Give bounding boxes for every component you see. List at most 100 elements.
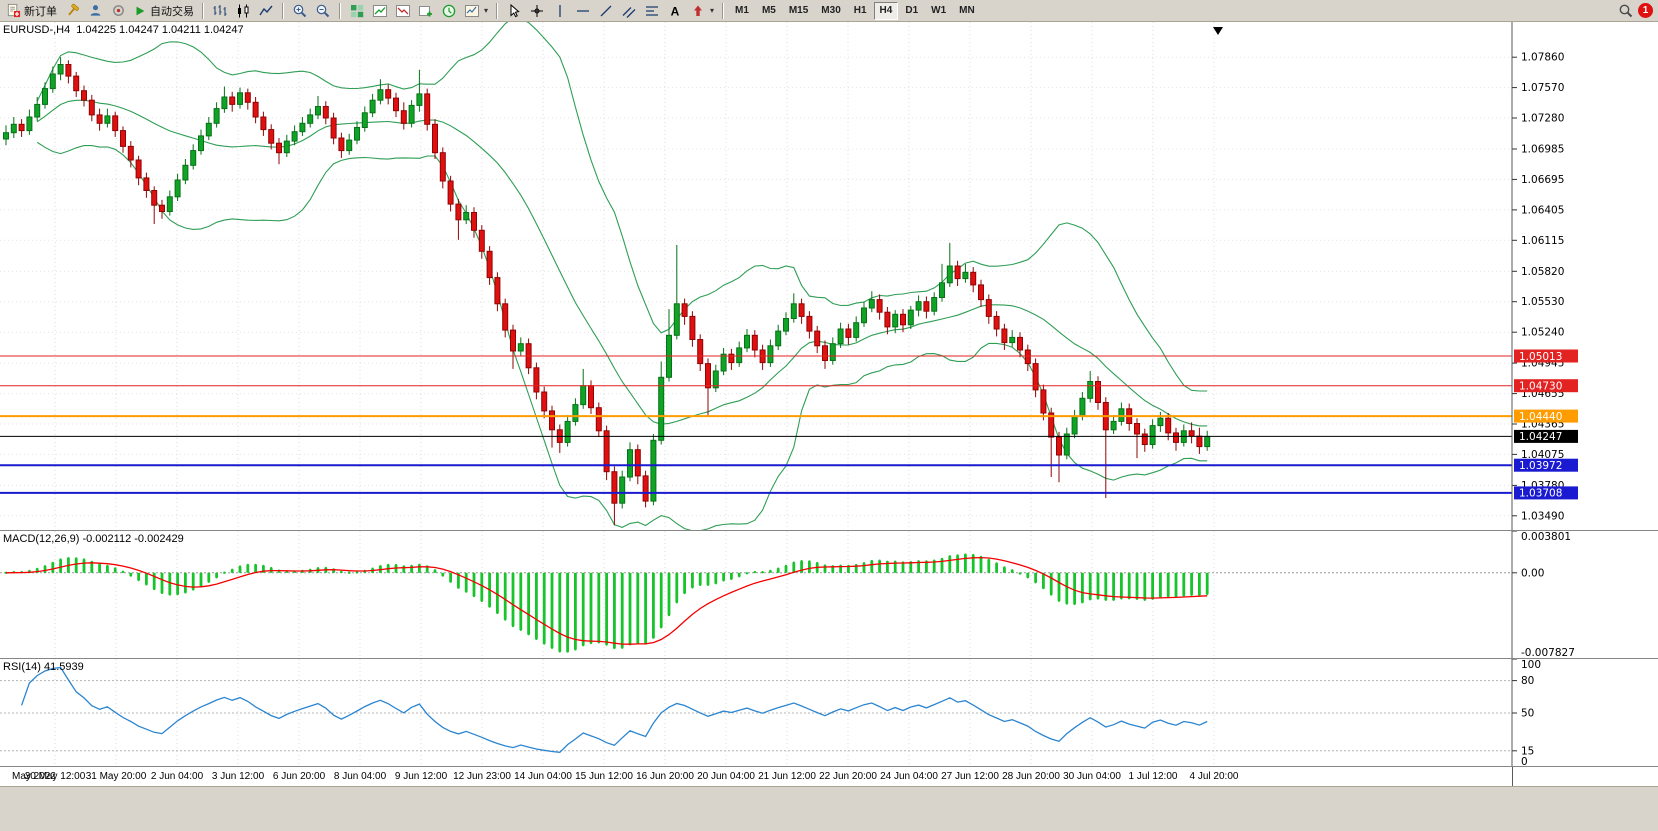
svg-text:1.06985: 1.06985 [1521,144,1564,156]
time-axis-label: 30 Jun 04:00 [1063,771,1121,782]
svg-text:80: 80 [1521,675,1534,687]
time-axis-label: 4 Jul 20:00 [1189,771,1239,782]
main-chart-canvas[interactable]: 1.07860 1.07570 1.07280 1.06985 1.06695 1.064… [0,17,1658,532]
svg-text:100: 100 [1521,659,1541,671]
timeframe-m1-button[interactable]: M1 [729,2,755,20]
zoom-out-icon [316,4,330,17]
timeframe-group: M1 M5 M15 M30 H1 H4 D1 W1 MN [729,1,981,20]
timeframe-m30-button[interactable]: M30 [815,2,846,20]
time-axis-label: 30 May 12:00 [24,771,86,782]
templates-icon [465,4,479,17]
svg-text:0: 0 [1521,756,1528,767]
record-button[interactable] [107,1,129,21]
timeframe-m5-button[interactable]: M5 [756,2,782,20]
vertical-line-button[interactable] [549,1,571,21]
trendline-button[interactable] [595,1,617,21]
cursor-button[interactable] [503,1,525,21]
fibonacci-button[interactable] [641,1,663,21]
timeframe-m15-button[interactable]: M15 [783,2,814,20]
time-axis-label: 2 Jun 04:00 [150,771,204,782]
time-axis[interactable]: May 2022 30 May 12:00 31 May 20:00 2 Jun 04… [0,766,1658,786]
record-icon [112,5,124,16]
chart-ohlc-header: EURUSD-,H4 1.04225 1.04247 1.04211 1.0424… [3,24,250,36]
chevron-down-icon: ▾ [710,6,715,15]
fibonacci-icon [646,5,659,16]
rsi-panel[interactable]: 100 80 50 15 0 RSI(14) 41.5939 [0,658,1658,768]
macd-panel[interactable]: 0.003801 0.00 -0.007827 MACD(12,26,9) -0.0… [0,530,1658,660]
text-icon: A [671,4,680,18]
time-axis-label: 20 Jun 04:00 [697,771,755,782]
new-order-button[interactable]: 新订单 [3,1,60,21]
svg-text:1.04247: 1.04247 [1519,431,1562,443]
timeframe-mn-button[interactable]: MN [953,2,981,20]
ohlc-values: 1.04225 1.04247 1.04211 1.04247 [76,24,244,36]
bollinger-bands [36,17,1208,532]
svg-text:15: 15 [1521,745,1534,757]
candlestick-chart-button[interactable] [232,1,254,21]
period-button[interactable] [438,1,460,21]
add-indicator-button[interactable] [415,1,437,21]
new-order-label: 新订单 [24,5,57,18]
svg-text:1.05530: 1.05530 [1521,296,1564,308]
timeframe-w1-button[interactable]: W1 [925,2,952,20]
candles [3,57,1211,526]
indicators-button[interactable] [369,1,391,21]
rsi-canvas[interactable]: 100 80 50 15 0 [0,658,1658,768]
zoom-in-button[interactable] [289,1,311,21]
cursor-icon [510,3,520,17]
time-axis-label: 16 Jun 20:00 [636,771,694,782]
toolbar-separator [339,2,341,19]
svg-text:50: 50 [1521,708,1534,720]
profile-button[interactable] [84,1,106,21]
macd-label: MACD(12,26,9) -0.002112 -0.002429 [3,533,184,545]
rsi-level-lines [0,680,1512,752]
text-button[interactable]: A [664,1,686,21]
main-chart-panel[interactable]: 1.07860 1.07570 1.07280 1.06985 1.06695 1.064… [0,17,1658,532]
autotrade-play-icon [136,6,145,15]
macd-axis-labels: 0.003801 0.00 -0.007827 [1512,530,1575,660]
channel-button[interactable] [618,1,640,21]
rsi-svg: 100 80 50 150 [0,658,1658,768]
svg-text:1.06115: 1.06115 [1521,235,1564,247]
hammer-icon [67,3,79,16]
svg-text:A: A [671,4,680,18]
arrows-button[interactable]: ▾ [687,1,717,21]
time-axis-label: 31 May 20:00 [85,771,147,782]
timeframe-h4-button[interactable]: H4 [873,1,899,20]
time-axis-label: 6 Jun 20:00 [272,771,326,782]
time-axis-label: 15 Jun 12:00 [575,771,633,782]
time-gridlines [54,22,1215,530]
vertical-line-icon [559,4,561,17]
price-gridlines [0,56,1512,517]
zoom-out-button[interactable] [312,1,334,21]
tile-windows-button[interactable] [346,1,368,21]
macd-canvas[interactable]: 0.003801 0.00 -0.007827 [0,530,1658,660]
horizontal-level-lines[interactable] [0,355,1512,494]
objects-list-button[interactable] [392,1,414,21]
toolbar-separator [722,2,725,19]
tile-windows-icon [351,4,364,17]
time-axis-label: 9 Jun 12:00 [394,771,448,782]
objects-list-icon [396,4,410,17]
svg-text:1.06695: 1.06695 [1521,174,1564,186]
horizontal-line-button[interactable] [572,1,594,21]
svg-text:1.07860: 1.07860 [1521,52,1564,64]
templates-button[interactable]: ▾ [461,1,491,21]
notification-badge[interactable]: 1 [1638,3,1653,18]
timeframe-h1-button[interactable]: H1 [848,2,873,20]
toolbar-separator [496,2,499,19]
trendline-icon [600,5,612,16]
hammer-tool-button[interactable] [61,1,83,21]
autotrade-button[interactable]: 自动交易 [130,1,197,21]
search-icon [1619,4,1633,17]
time-axis-label: 22 Jun 20:00 [819,771,877,782]
bars-chart-button[interactable] [209,1,231,21]
time-axis-label: 21 Jun 12:00 [758,771,816,782]
crosshair-button[interactable] [526,1,548,21]
macd-svg: 0.003801 0.00 -0.007827 [0,530,1658,660]
line-chart-button[interactable] [255,1,277,21]
scroll-anchor-icon[interactable] [1213,27,1223,35]
timeframe-d1-button[interactable]: D1 [899,2,924,20]
rsi-axis-labels: 100 80 50 150 [1512,658,1541,768]
search-button[interactable] [1615,1,1637,21]
